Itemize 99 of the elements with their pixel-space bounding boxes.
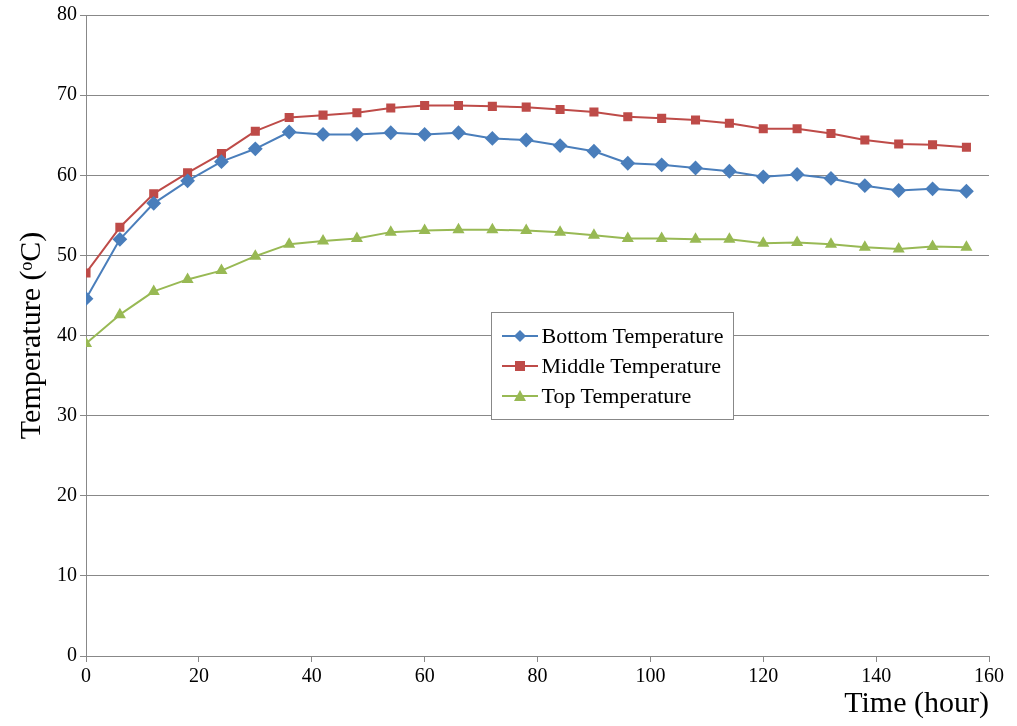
x-tick-label: 140 — [861, 664, 892, 687]
x-tick-label: 80 — [527, 664, 548, 687]
point — [485, 131, 500, 146]
point — [386, 103, 396, 113]
x-tick-label: 160 — [974, 664, 1004, 687]
point — [112, 232, 127, 247]
point — [961, 241, 972, 251]
point — [521, 102, 531, 112]
point — [790, 167, 805, 182]
point — [318, 110, 328, 120]
y-tick-label: 60 — [57, 162, 77, 185]
point — [487, 101, 497, 111]
y-tick-label: 20 — [57, 483, 77, 505]
point — [893, 242, 905, 253]
x-axis-title: Time (hour) — [844, 684, 989, 719]
point — [487, 223, 498, 234]
x-tick-label: 40 — [301, 664, 322, 687]
point — [417, 127, 432, 142]
point — [284, 113, 294, 123]
point — [317, 234, 329, 245]
point — [248, 141, 263, 156]
point — [520, 224, 532, 235]
x-tick-label: 120 — [748, 664, 779, 687]
point — [894, 139, 904, 149]
point — [349, 127, 364, 142]
point — [586, 144, 601, 159]
point — [654, 157, 669, 172]
point — [316, 127, 331, 142]
point — [891, 183, 906, 198]
legend-label: Bottom Temperature — [541, 322, 724, 349]
point — [690, 233, 701, 243]
legend-label: Middle Temperature — [541, 352, 721, 379]
point — [927, 240, 938, 251]
point — [959, 184, 974, 199]
x-tick-label: 0 — [81, 664, 91, 687]
point — [214, 154, 229, 169]
point — [420, 101, 430, 111]
point — [114, 308, 126, 319]
point — [589, 107, 599, 117]
point — [657, 113, 667, 123]
point — [146, 196, 161, 211]
x-tick-label: 20 — [188, 664, 209, 687]
y-tick-label: 80 — [57, 2, 77, 25]
point — [453, 223, 464, 234]
point — [925, 181, 940, 196]
point — [451, 125, 466, 140]
point — [148, 285, 160, 295]
point — [758, 124, 768, 134]
x-tick-label: 60 — [414, 664, 435, 687]
point — [352, 108, 362, 118]
point — [216, 264, 227, 275]
point — [385, 226, 397, 236]
point — [620, 156, 635, 171]
point — [656, 232, 667, 243]
point — [859, 241, 871, 251]
point — [283, 238, 295, 248]
point — [756, 169, 771, 184]
point — [792, 124, 802, 134]
point — [553, 138, 568, 153]
point — [519, 133, 534, 147]
point — [115, 222, 125, 232]
point — [826, 129, 836, 139]
point — [555, 105, 565, 115]
point — [857, 178, 872, 193]
point — [928, 140, 938, 150]
point — [351, 232, 363, 243]
point — [554, 226, 566, 236]
point — [823, 171, 838, 186]
point — [690, 115, 701, 125]
point — [688, 161, 703, 176]
point — [724, 233, 735, 243]
point — [180, 173, 195, 188]
point — [588, 229, 600, 239]
point — [250, 126, 260, 136]
point — [622, 232, 634, 243]
y-tick-label: 70 — [57, 82, 77, 105]
y-tick-label: 30 — [57, 402, 77, 425]
y-tick-label: 0 — [67, 643, 77, 666]
point — [419, 224, 430, 235]
y-tick-label: 50 — [57, 242, 77, 265]
point — [383, 125, 398, 140]
legend-label: Top Temperature — [541, 382, 692, 409]
point — [722, 164, 737, 179]
point — [282, 124, 297, 139]
point — [453, 101, 464, 111]
y-axis-title: Temperature (ᵒC) — [12, 231, 47, 440]
point — [724, 118, 734, 128]
y-tick-label: 10 — [57, 563, 77, 586]
point — [182, 273, 193, 283]
point — [623, 112, 633, 122]
x-tick-label: 100 — [635, 664, 666, 687]
point — [149, 189, 159, 199]
point — [791, 236, 803, 247]
point — [757, 237, 769, 247]
point — [825, 238, 837, 248]
point — [249, 250, 261, 260]
point — [961, 142, 971, 152]
y-tick-label: 40 — [57, 322, 77, 345]
point — [860, 135, 870, 145]
